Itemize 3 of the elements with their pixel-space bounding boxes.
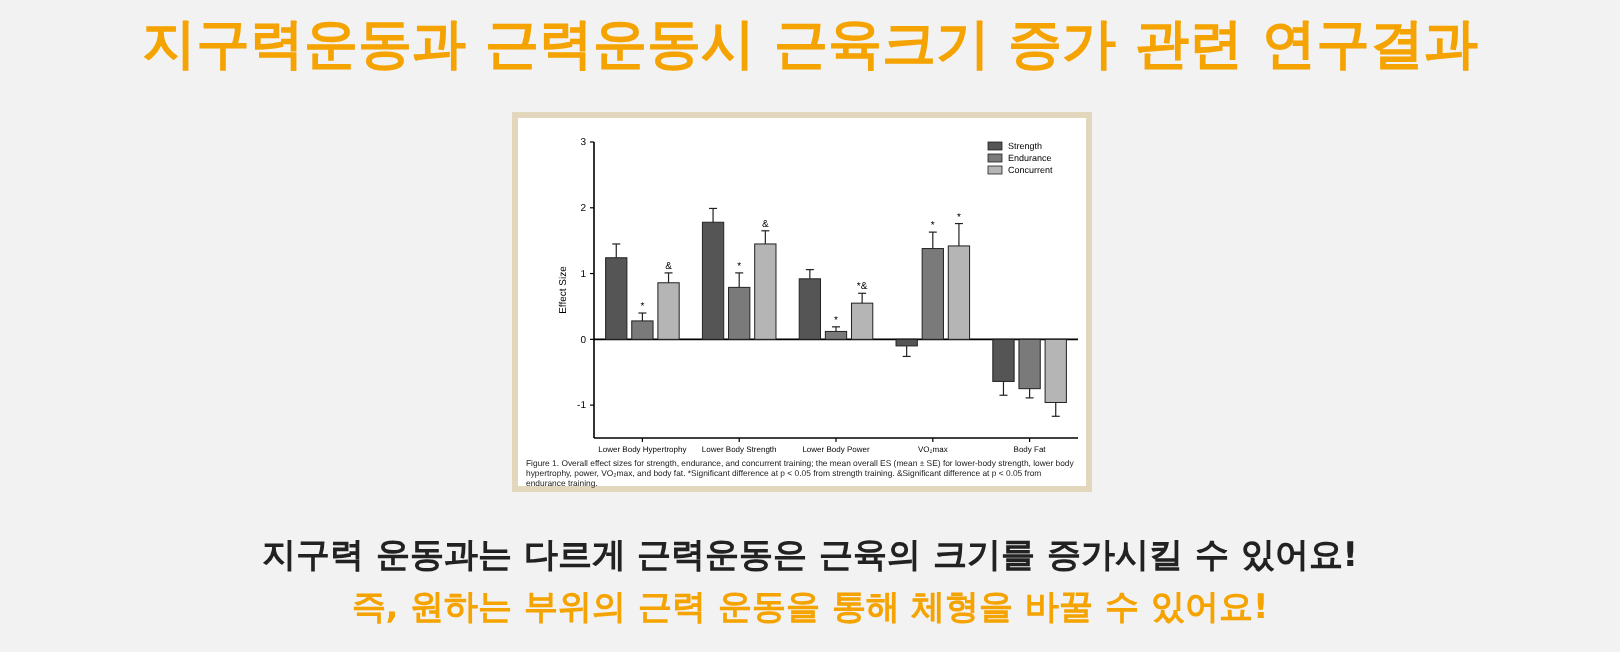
text: 지구력 운동과는 다르게 근력운동은 근육의 크기를 증가시킬 수 있어요!: [259, 534, 1361, 578]
text: 즉, 원하는 부위의 근력 운동을 통해 체형을 바꿀 수 있어요!: [349, 586, 1271, 630]
chart-title: 지구력운동과 근력운동시 근육크기 증가 관련 연구결과: [140, 12, 1480, 80]
